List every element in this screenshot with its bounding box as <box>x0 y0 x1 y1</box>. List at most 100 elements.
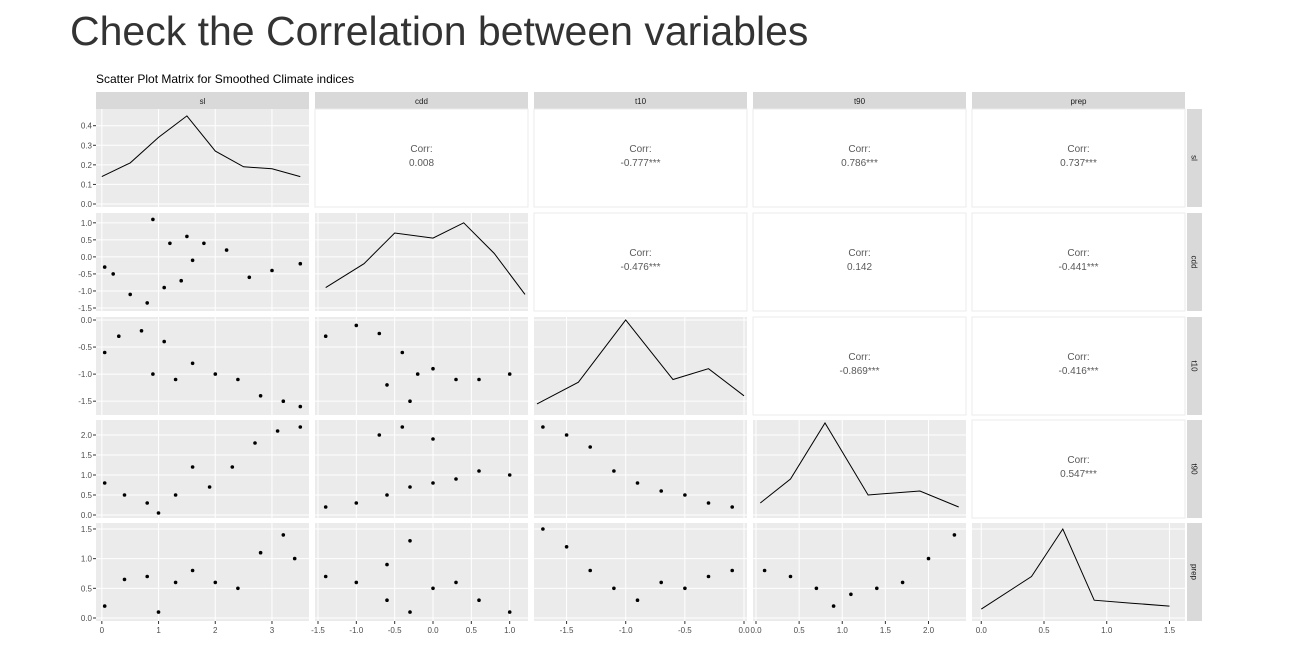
scatter-point-cdd_sl <box>190 258 195 263</box>
corr-label: Corr: <box>1067 352 1089 363</box>
scatter-point-t10_cdd <box>507 372 512 376</box>
y-tick-label-prep: 0.0 <box>81 614 93 623</box>
x-tick-label-cdd: -1.5 <box>311 626 325 635</box>
scatter-point-t90_t10 <box>564 433 569 437</box>
corr-label: Corr: <box>410 144 432 155</box>
y-tick-label-sl: 0.0 <box>81 200 93 209</box>
scatter-point-t10_cdd <box>431 366 435 371</box>
corr-panel-cdd-prep <box>971 212 1186 312</box>
scatter-point-prep_sl <box>281 533 286 537</box>
strip-right-sl <box>1187 109 1202 207</box>
x-tick-label-sl: 0 <box>100 626 105 635</box>
scatter-point-prep_t90 <box>849 592 853 597</box>
scatter-point-prep_sl <box>190 568 195 573</box>
scatter-point-t10_cdd <box>454 377 458 382</box>
y-tick-label-t90: 1.5 <box>81 451 93 460</box>
corr-label: Corr: <box>848 352 870 363</box>
panel-cdd-sl <box>96 213 309 311</box>
scatter-point-t10_sl <box>213 372 218 376</box>
corr-panel-cdd-t90 <box>752 212 967 312</box>
strip-label-t10: t10 <box>635 97 647 106</box>
scatter-point-t10_cdd <box>477 377 481 382</box>
corr-value-cdd-sl: 0.008 <box>409 158 434 169</box>
y-tick-label-t10: -1.0 <box>78 370 92 379</box>
scatter-point-t10_cdd <box>385 383 389 387</box>
corr-value-t10-sl: -0.777*** <box>620 158 660 169</box>
panel-t90-t90 <box>753 420 966 518</box>
y-tick-label-t90: 2.0 <box>81 431 93 440</box>
x-tick-label-t10: -0.5 <box>678 626 692 635</box>
corr-value-t10-cdd: -0.476*** <box>620 262 660 273</box>
scatter-point-t90_t10 <box>588 445 592 449</box>
x-tick-label-prep: 0.5 <box>1038 626 1050 635</box>
scatter-point-prep_sl <box>213 580 218 585</box>
scatter-point-prep_t10 <box>588 568 592 573</box>
scatter-point-t90_cdd <box>477 469 481 473</box>
panel-prep-t90 <box>753 523 966 621</box>
strip-row-label-t10: t10 <box>1190 360 1199 372</box>
scatter-point-prep_t10 <box>612 586 616 591</box>
scatter-point-prep_cdd <box>354 580 359 585</box>
panel-prep-cdd <box>315 523 528 621</box>
corr-label: Corr: <box>629 248 651 259</box>
y-tick-label-cdd: 1.0 <box>81 219 93 228</box>
strip-right-cdd <box>1187 213 1202 311</box>
strip-top-t90 <box>753 92 966 109</box>
scatter-point-t90_t10 <box>635 481 640 485</box>
scatter-point-prep_sl <box>236 586 240 591</box>
panel-cdd-cdd <box>315 213 528 311</box>
scatter-point-cdd_sl <box>102 265 107 269</box>
scatter-point-t10_cdd <box>354 323 359 328</box>
x-tick-label-sl: 3 <box>270 626 275 635</box>
y-tick-label-t10: -1.5 <box>78 397 92 406</box>
x-tick-label-prep: 1.5 <box>1164 626 1176 635</box>
corr-panel-sl-t90 <box>752 108 967 208</box>
x-tick-label-t90: 1.0 <box>837 626 849 635</box>
scatter-point-t10_cdd <box>400 350 405 355</box>
scatter-point-cdd_sl <box>111 272 115 276</box>
scatter-point-cdd_sl <box>298 261 303 266</box>
scatter-point-prep_sl <box>173 580 178 585</box>
x-tick-label-t90: 2.0 <box>923 626 935 635</box>
corr-panel-t10-prep <box>971 316 1186 416</box>
scatter-point-cdd_sl <box>224 248 229 252</box>
scatter-point-prep_t10 <box>683 586 687 591</box>
strip-label-sl: sl <box>200 97 206 106</box>
scatter-point-prep_t10 <box>564 545 569 549</box>
scatter-point-cdd_sl <box>162 285 166 290</box>
scatter-point-t90_cdd <box>507 473 512 477</box>
y-tick-label-t10: -0.5 <box>78 343 92 352</box>
x-tick-label-prep: 0.0 <box>976 626 988 635</box>
scatter-point-prep_sl <box>156 610 161 614</box>
scatter-point-prep_cdd <box>454 580 458 585</box>
strip-label-t90: t90 <box>854 97 866 106</box>
strip-top-t10 <box>534 92 747 109</box>
scatter-point-t90_t10 <box>541 425 545 429</box>
y-tick-label-prep: 1.0 <box>81 555 93 564</box>
scatter-point-t90_sl <box>145 501 149 505</box>
y-tick-label-t10: 0.0 <box>81 316 93 325</box>
x-tick-label-sl: 1 <box>156 626 161 635</box>
scatter-point-prep_cdd <box>385 598 389 602</box>
density-line-t90 <box>759 422 959 508</box>
scatter-point-t90_cdd <box>431 481 435 485</box>
corr-value-prep-t90: 0.547*** <box>1060 469 1097 480</box>
y-tick-label-sl: 0.4 <box>81 122 93 131</box>
scatter-point-t10_sl <box>236 377 240 382</box>
corr-value-t90-t10: -0.869*** <box>839 366 879 377</box>
scatter-point-t90_sl <box>190 465 195 469</box>
scatter-point-t90_cdd <box>385 493 389 497</box>
scatter-point-t90_cdd <box>408 485 412 489</box>
corr-label: Corr: <box>1067 455 1089 466</box>
strip-top-sl <box>96 92 309 109</box>
scatter-point-t90_sl <box>253 441 257 445</box>
strip-right-prep <box>1187 523 1202 621</box>
scatter-point-t10_sl <box>298 404 303 409</box>
scatter-point-prep_t90 <box>762 568 767 573</box>
strip-row-label-sl: sl <box>1190 155 1199 161</box>
panel-t10-t10 <box>534 317 747 415</box>
strip-row-label-t90: t90 <box>1190 463 1199 475</box>
scatter-point-prep_sl <box>122 577 127 582</box>
scatter-point-t90_sl <box>207 485 212 489</box>
